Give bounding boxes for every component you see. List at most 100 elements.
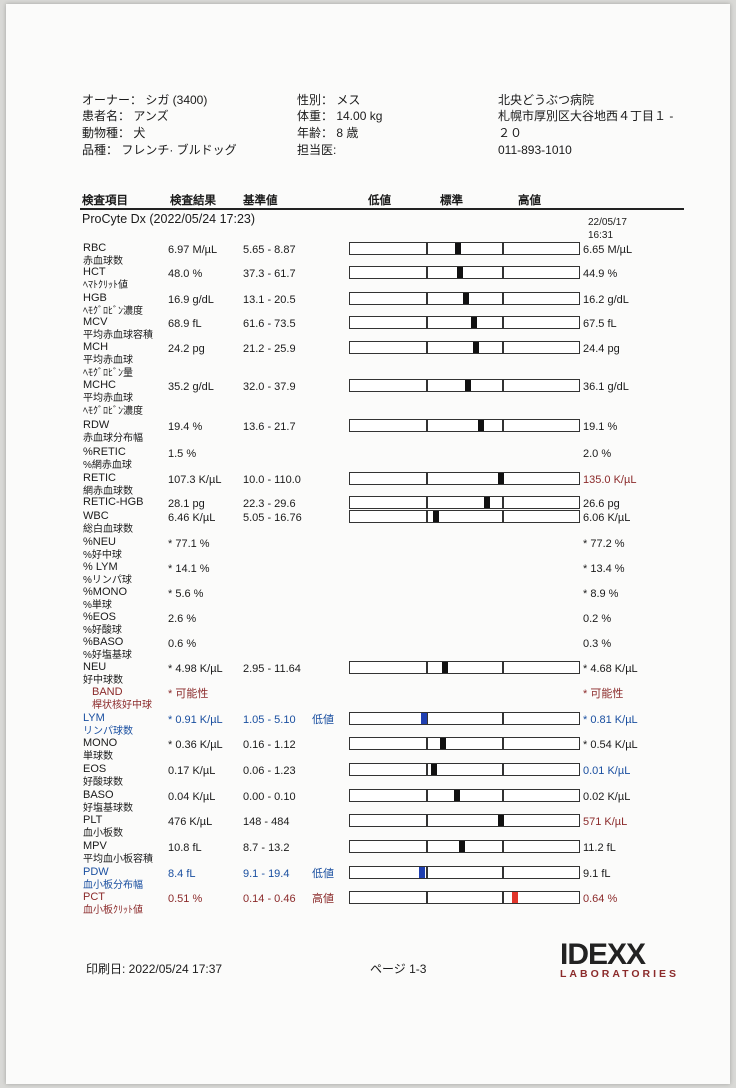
test-code: RETIC-HGB bbox=[83, 496, 144, 508]
sex: 性別： メス bbox=[297, 93, 361, 107]
range-bar bbox=[349, 840, 580, 853]
previous-result: 67.5 fL bbox=[583, 318, 617, 330]
range-bar-divider bbox=[426, 866, 428, 879]
range-bar bbox=[349, 510, 580, 523]
range-bar-divider bbox=[426, 737, 428, 750]
previous-result: 9.1 fL bbox=[583, 868, 611, 880]
result-marker bbox=[421, 713, 428, 724]
logo-sub: LABORATORIES bbox=[560, 968, 680, 980]
test-name-jp: 好中球数 bbox=[83, 675, 123, 686]
test-name-jp: %単球 bbox=[83, 600, 112, 611]
clinic-address-line2: ２０ bbox=[498, 126, 523, 140]
test-code: EOS bbox=[83, 763, 107, 775]
test-name-jp: ﾍﾓｸﾞﾛﾋﾞﾝ濃度 bbox=[83, 306, 143, 317]
column-header-result: 検査結果 bbox=[170, 195, 216, 207]
column-header-low: 低値 bbox=[368, 195, 391, 207]
range-bar bbox=[349, 737, 580, 750]
test-name-jp: ﾍﾓｸﾞﾛﾋﾞﾝ濃度 bbox=[83, 406, 143, 417]
result-marker bbox=[484, 497, 491, 508]
result-marker bbox=[439, 738, 446, 749]
reference-range: 0.00 - 0.10 bbox=[243, 791, 296, 803]
test-result: 35.2 g/dL bbox=[168, 381, 214, 393]
previous-result: 0.64 % bbox=[583, 893, 618, 905]
test-code: PDW bbox=[83, 866, 109, 878]
reference-range: 32.0 - 37.9 bbox=[243, 381, 296, 393]
previous-result: 0.02 K/µL bbox=[583, 791, 631, 803]
range-bar-divider bbox=[502, 891, 504, 904]
result-marker bbox=[472, 342, 479, 353]
clinic-phone: 011-893-1010 bbox=[498, 143, 572, 157]
result-marker bbox=[497, 473, 504, 484]
range-bar-divider bbox=[502, 292, 504, 305]
previous-result: 11.2 fL bbox=[583, 842, 616, 854]
result-marker bbox=[459, 841, 466, 852]
result-marker bbox=[418, 867, 425, 878]
range-bar bbox=[349, 661, 580, 674]
range-bar-divider bbox=[426, 814, 428, 827]
reference-range: 0.06 - 1.23 bbox=[243, 765, 296, 777]
previous-result: 135.0 K/µL bbox=[583, 474, 637, 486]
test-result: 1.5 % bbox=[168, 448, 197, 460]
previous-result: * 8.9 % bbox=[583, 588, 619, 600]
range-bar-divider bbox=[502, 316, 504, 329]
range-bar-divider bbox=[502, 341, 504, 354]
range-bar bbox=[349, 292, 580, 305]
test-code: MCV bbox=[83, 316, 108, 328]
range-bar bbox=[349, 814, 580, 827]
reference-range: 10.0 - 110.0 bbox=[243, 474, 301, 486]
result-marker bbox=[455, 243, 462, 254]
test-result: 0.51 % bbox=[168, 893, 203, 905]
range-bar-divider bbox=[426, 840, 428, 853]
result-marker bbox=[433, 511, 440, 522]
reference-range: 5.65 - 8.87 bbox=[243, 244, 296, 256]
owner: オーナー： シガ (3400) bbox=[82, 93, 208, 107]
reference-range: 22.3 - 29.6 bbox=[243, 498, 296, 510]
test-result: 10.8 fL bbox=[168, 842, 202, 854]
test-code: BASO bbox=[83, 789, 114, 801]
range-bar bbox=[349, 763, 580, 776]
range-bar-divider bbox=[502, 266, 504, 279]
previous-result: 44.9 % bbox=[583, 268, 618, 280]
test-code: RBC bbox=[83, 242, 107, 254]
result-marker bbox=[498, 815, 505, 826]
result-marker bbox=[431, 764, 438, 775]
range-bar bbox=[349, 496, 580, 509]
result-marker bbox=[465, 380, 472, 391]
test-result: 107.3 K/µL bbox=[168, 474, 222, 486]
test-code: MPV bbox=[83, 840, 107, 852]
previous-result: 0.01 K/µL bbox=[583, 765, 631, 777]
section-title: ProCyte Dx (2022/05/24 17:23) bbox=[82, 212, 256, 226]
test-result: 48.0 % bbox=[168, 268, 203, 280]
range-bar-divider bbox=[426, 763, 428, 776]
previous-result: * 13.4 % bbox=[583, 563, 625, 575]
test-code: MCH bbox=[83, 341, 109, 353]
test-code: PLT bbox=[83, 814, 103, 826]
previous-time: 16:31 bbox=[588, 230, 614, 241]
test-name-jp: 平均赤血球 bbox=[83, 355, 133, 366]
test-code: %BASO bbox=[83, 636, 124, 648]
test-name-jp: 網赤血球数 bbox=[83, 486, 133, 497]
test-result: * 5.6 % bbox=[168, 588, 204, 600]
column-header-range: 基準値 bbox=[243, 195, 278, 207]
reference-range: 148 - 484 bbox=[243, 816, 290, 828]
column-header-normal: 標準 bbox=[440, 195, 463, 207]
test-result: * 14.1 % bbox=[168, 563, 210, 575]
previous-result: 26.6 pg bbox=[583, 498, 620, 510]
reference-range: 5.05 - 16.76 bbox=[243, 512, 302, 524]
attending-doctor: 担当医: bbox=[297, 143, 337, 157]
test-result: 6.97 M/µL bbox=[168, 244, 218, 256]
test-result: * 77.1 % bbox=[168, 538, 210, 550]
result-marker bbox=[511, 892, 518, 903]
range-bar-divider bbox=[502, 419, 504, 432]
range-bar-divider bbox=[502, 866, 504, 879]
result-marker bbox=[441, 662, 448, 673]
test-name-jp: 平均赤血球容積 bbox=[83, 330, 153, 341]
range-bar bbox=[349, 472, 580, 485]
range-bar-divider bbox=[502, 661, 504, 674]
test-result: * 可能性 bbox=[168, 688, 209, 700]
range-bar bbox=[349, 341, 580, 354]
reference-range: 61.6 - 73.5 bbox=[243, 318, 296, 330]
clinic-name: 北央どうぶつ病院 bbox=[498, 93, 595, 107]
patient-name: 患者名： アンズ bbox=[82, 109, 169, 123]
previous-result: * 可能性 bbox=[583, 688, 624, 700]
